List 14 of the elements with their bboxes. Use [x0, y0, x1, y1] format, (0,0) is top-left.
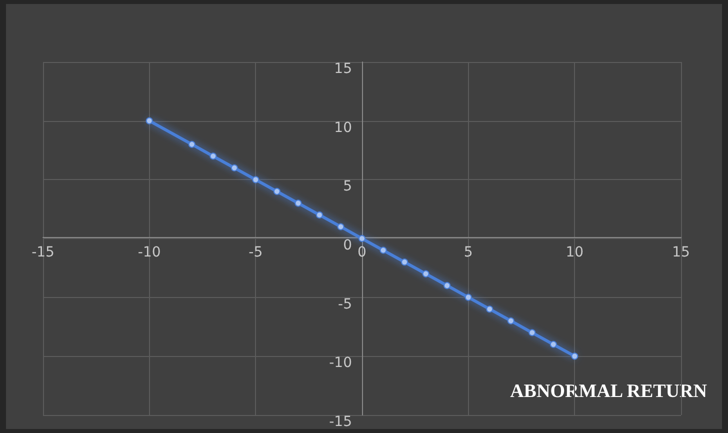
y-tick-label: 10	[334, 120, 352, 136]
x-tick-label: 15	[672, 244, 690, 260]
y-tick-label: -5	[338, 296, 352, 312]
x-tick-label: -15	[32, 244, 54, 260]
x-tick-label: -10	[138, 244, 161, 260]
y-tick-label: 5	[343, 178, 352, 195]
y-tick-label: -15	[329, 414, 352, 430]
y-tick-label: 15	[334, 61, 352, 77]
y-tick-label: -10	[329, 355, 352, 372]
x-tick-label: 0	[358, 244, 366, 260]
annotation: ABNORMAL RETURN	[510, 381, 708, 402]
x-tick-label: 10	[566, 244, 584, 260]
x-tick-label: -5	[248, 244, 263, 260]
x-tick-label: 5	[464, 244, 473, 260]
